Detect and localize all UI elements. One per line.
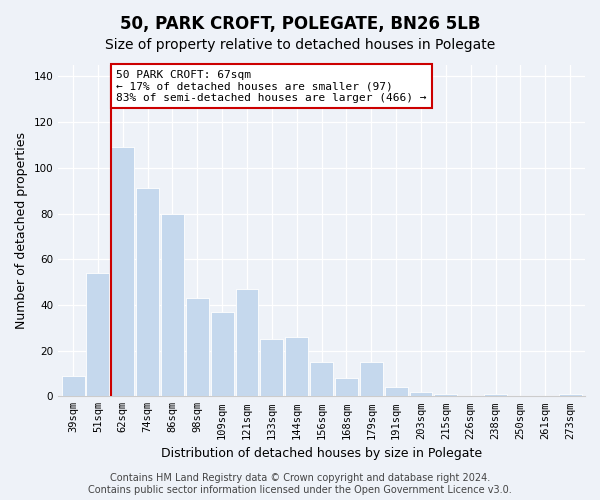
- Bar: [236, 289, 259, 397]
- Bar: [286, 337, 308, 396]
- Text: Size of property relative to detached houses in Polegate: Size of property relative to detached ho…: [105, 38, 495, 52]
- Text: 50, PARK CROFT, POLEGATE, BN26 5LB: 50, PARK CROFT, POLEGATE, BN26 5LB: [120, 15, 480, 33]
- Bar: [161, 214, 184, 396]
- Bar: [211, 312, 233, 396]
- Bar: [86, 273, 109, 396]
- Bar: [112, 148, 134, 396]
- Bar: [310, 362, 333, 396]
- Bar: [260, 339, 283, 396]
- Bar: [335, 378, 358, 396]
- Bar: [434, 394, 457, 396]
- Text: Contains HM Land Registry data © Crown copyright and database right 2024.
Contai: Contains HM Land Registry data © Crown c…: [88, 474, 512, 495]
- Y-axis label: Number of detached properties: Number of detached properties: [15, 132, 28, 329]
- X-axis label: Distribution of detached houses by size in Polegate: Distribution of detached houses by size …: [161, 447, 482, 460]
- Bar: [360, 362, 383, 396]
- Bar: [186, 298, 209, 396]
- Bar: [62, 376, 85, 396]
- Bar: [484, 394, 507, 396]
- Bar: [410, 392, 433, 396]
- Bar: [559, 394, 581, 396]
- Bar: [136, 188, 159, 396]
- Text: 50 PARK CROFT: 67sqm
← 17% of detached houses are smaller (97)
83% of semi-detac: 50 PARK CROFT: 67sqm ← 17% of detached h…: [116, 70, 427, 103]
- Bar: [385, 387, 407, 396]
